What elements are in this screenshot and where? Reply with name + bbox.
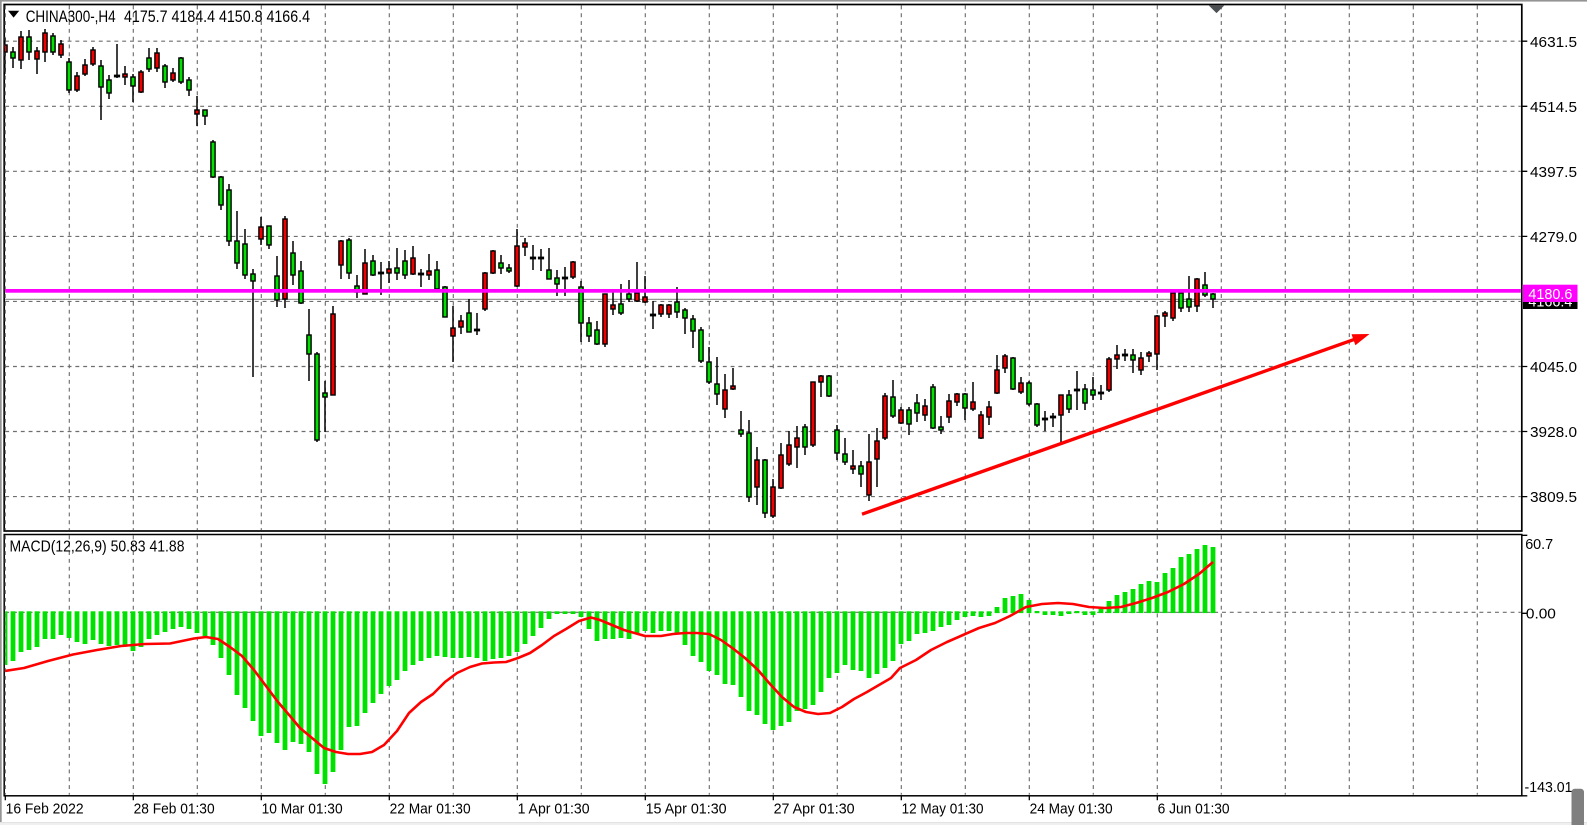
svg-text:4279.0: 4279.0 bbox=[1530, 230, 1577, 246]
svg-text:16 Feb 2022: 16 Feb 2022 bbox=[6, 801, 84, 818]
svg-text:-143.01: -143.01 bbox=[1525, 780, 1573, 796]
svg-text:CHINA300-,H4: CHINA300-,H4 bbox=[26, 7, 116, 26]
svg-text:MACD(12,26,9) 50.83 41.88: MACD(12,26,9) 50.83 41.88 bbox=[10, 539, 185, 556]
svg-text:6 Jun 01:30: 6 Jun 01:30 bbox=[1158, 801, 1230, 818]
svg-text:4397.5: 4397.5 bbox=[1530, 165, 1577, 181]
svg-text:27 Apr 01:30: 27 Apr 01:30 bbox=[774, 801, 855, 818]
svg-text:24 May 01:30: 24 May 01:30 bbox=[1030, 801, 1113, 818]
svg-text:15 Apr 01:30: 15 Apr 01:30 bbox=[646, 801, 727, 818]
svg-text:4180.6: 4180.6 bbox=[1528, 287, 1572, 303]
svg-text:4045.0: 4045.0 bbox=[1530, 360, 1577, 376]
svg-text:3809.5: 3809.5 bbox=[1530, 490, 1577, 506]
svg-text:28 Feb 01:30: 28 Feb 01:30 bbox=[134, 801, 215, 818]
svg-text:4631.5: 4631.5 bbox=[1530, 35, 1577, 51]
svg-text:0.00: 0.00 bbox=[1526, 607, 1556, 623]
svg-text:10 Mar 01:30: 10 Mar 01:30 bbox=[262, 801, 343, 818]
svg-text:12 May 01:30: 12 May 01:30 bbox=[902, 801, 984, 818]
svg-text:1 Apr 01:30: 1 Apr 01:30 bbox=[518, 801, 590, 818]
svg-text:3928.0: 3928.0 bbox=[1530, 425, 1577, 441]
svg-text:22 Mar 01:30: 22 Mar 01:30 bbox=[390, 801, 471, 818]
svg-text:4514.5: 4514.5 bbox=[1530, 100, 1577, 116]
svg-text:4175.7 4184.4 4150.8 4166.4: 4175.7 4184.4 4150.8 4166.4 bbox=[124, 7, 310, 26]
svg-text:60.7: 60.7 bbox=[1525, 537, 1553, 553]
